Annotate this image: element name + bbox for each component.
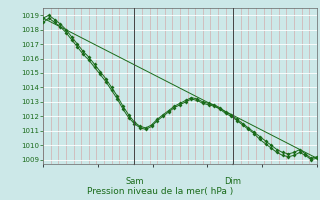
Text: Dim: Dim [225, 177, 242, 186]
Text: Pression niveau de la mer( hPa ): Pression niveau de la mer( hPa ) [87, 187, 233, 196]
Text: Sam: Sam [125, 177, 144, 186]
